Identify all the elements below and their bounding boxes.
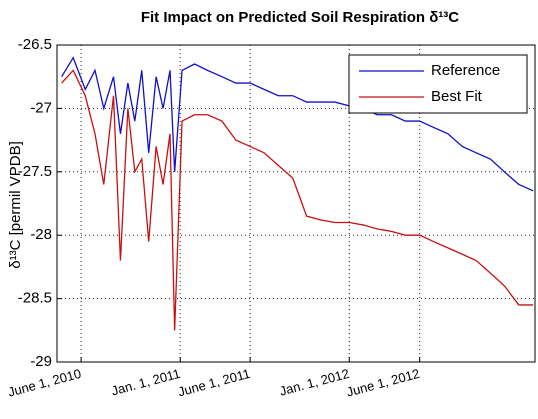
series-line	[61, 56, 534, 192]
y-tick-label: -27	[30, 99, 52, 116]
y-axis-label: δ¹³C [permil VPDB]	[7, 141, 24, 269]
legend-label: Best Fit	[431, 88, 483, 105]
x-tick-label: Jan. 1, 2012	[278, 366, 351, 399]
y-tick-label: -29	[30, 353, 52, 370]
x-tick-label: Jan. 1, 2011	[110, 366, 182, 399]
plot-frame	[56, 44, 536, 363]
series-line	[61, 69, 534, 331]
legend-label: Reference	[431, 62, 500, 79]
y-tick-label: -28.5	[18, 290, 52, 307]
chart-title: Fit Impact on Predicted Soil Respiration…	[141, 9, 459, 26]
x-tick-label: June 1, 2012	[345, 366, 422, 400]
y-tick-label: -27.5	[18, 163, 52, 180]
legend-box	[348, 54, 528, 114]
y-tick-label: -28	[30, 226, 52, 243]
y-tick-label: -26.5	[18, 36, 52, 53]
x-tick-label: June 1, 2010	[6, 366, 83, 400]
x-tick-label: June 1, 2011	[176, 366, 252, 400]
